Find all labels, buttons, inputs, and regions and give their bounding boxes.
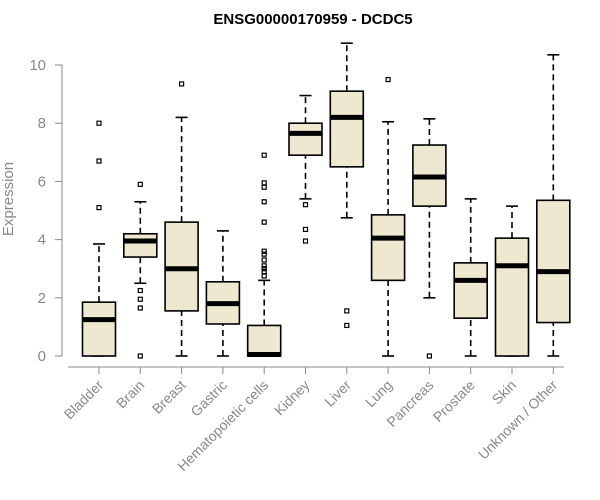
y-tick-label: 6 bbox=[38, 173, 46, 190]
chart-title: ENSG00000170959 - DCDC5 bbox=[213, 11, 412, 28]
outlier-point bbox=[261, 263, 267, 269]
outlier-point bbox=[137, 353, 143, 359]
outlier-point bbox=[261, 199, 267, 205]
box-9 bbox=[412, 118, 447, 359]
outlier-point bbox=[137, 287, 143, 294]
outlier-point bbox=[385, 76, 391, 83]
box-iqr bbox=[453, 262, 489, 319]
outlier-point bbox=[261, 248, 267, 254]
outlier-point bbox=[261, 273, 267, 279]
box-iqr bbox=[535, 199, 571, 324]
y-axis-label: Expression bbox=[0, 162, 17, 236]
outlier-point bbox=[137, 181, 143, 187]
y-tick-label: 10 bbox=[29, 57, 46, 74]
box-iqr bbox=[494, 237, 530, 357]
box-iqr bbox=[370, 214, 406, 282]
outlier-point bbox=[261, 266, 267, 272]
y-ticks: 0 2 4 6 8 10 bbox=[29, 57, 62, 365]
box-iqr bbox=[81, 301, 117, 357]
box-8 bbox=[370, 76, 406, 357]
box-iqr bbox=[123, 232, 158, 258]
box-iqr bbox=[246, 324, 282, 357]
box-iqr bbox=[288, 122, 323, 157]
box-3 bbox=[164, 81, 199, 357]
y-tick-label: 8 bbox=[38, 115, 46, 132]
box-1 bbox=[81, 120, 117, 357]
y-tick-label: 4 bbox=[38, 232, 46, 249]
x-tick-label: Lung bbox=[362, 377, 395, 410]
outlier-point bbox=[96, 204, 102, 211]
x-tick-label: Prostate bbox=[430, 377, 478, 425]
y-tick-label: 2 bbox=[38, 290, 46, 307]
outlier-point bbox=[261, 269, 267, 275]
outlier-point bbox=[302, 202, 309, 208]
outlier-point bbox=[426, 353, 432, 359]
outlier-point bbox=[261, 219, 267, 225]
outlier-point bbox=[261, 257, 267, 263]
box-iqr bbox=[329, 90, 365, 168]
x-tick-label: Liver bbox=[321, 377, 354, 410]
x-tick-label: Kidney bbox=[271, 377, 313, 419]
box-7 bbox=[329, 42, 365, 329]
box-5 bbox=[246, 152, 282, 358]
box-10 bbox=[453, 198, 489, 357]
box-2 bbox=[123, 181, 158, 359]
y-tick-label: 0 bbox=[38, 348, 46, 365]
outlier-point bbox=[344, 308, 350, 314]
outlier-point bbox=[261, 251, 267, 257]
outlier-point bbox=[261, 152, 267, 158]
x-tick-label: Skin bbox=[489, 377, 520, 408]
outlier-point bbox=[137, 305, 143, 311]
outlier-point bbox=[179, 81, 185, 87]
boxes bbox=[81, 42, 571, 359]
x-tick-label: Bladder bbox=[61, 377, 107, 423]
x-tick-label: Breast bbox=[149, 377, 189, 417]
outlier-point bbox=[261, 184, 267, 190]
outlier-point bbox=[96, 120, 102, 126]
outlier-point bbox=[96, 158, 102, 164]
outlier-point bbox=[302, 226, 309, 233]
outlier-point bbox=[344, 322, 350, 329]
outlier-point bbox=[302, 238, 309, 244]
outlier-point bbox=[137, 296, 143, 302]
box-12 bbox=[535, 54, 571, 357]
outlier-point bbox=[261, 180, 267, 186]
x-tick-label: Brain bbox=[113, 377, 147, 411]
box-4 bbox=[205, 230, 241, 357]
box-11 bbox=[494, 205, 530, 357]
box-6 bbox=[288, 94, 323, 244]
